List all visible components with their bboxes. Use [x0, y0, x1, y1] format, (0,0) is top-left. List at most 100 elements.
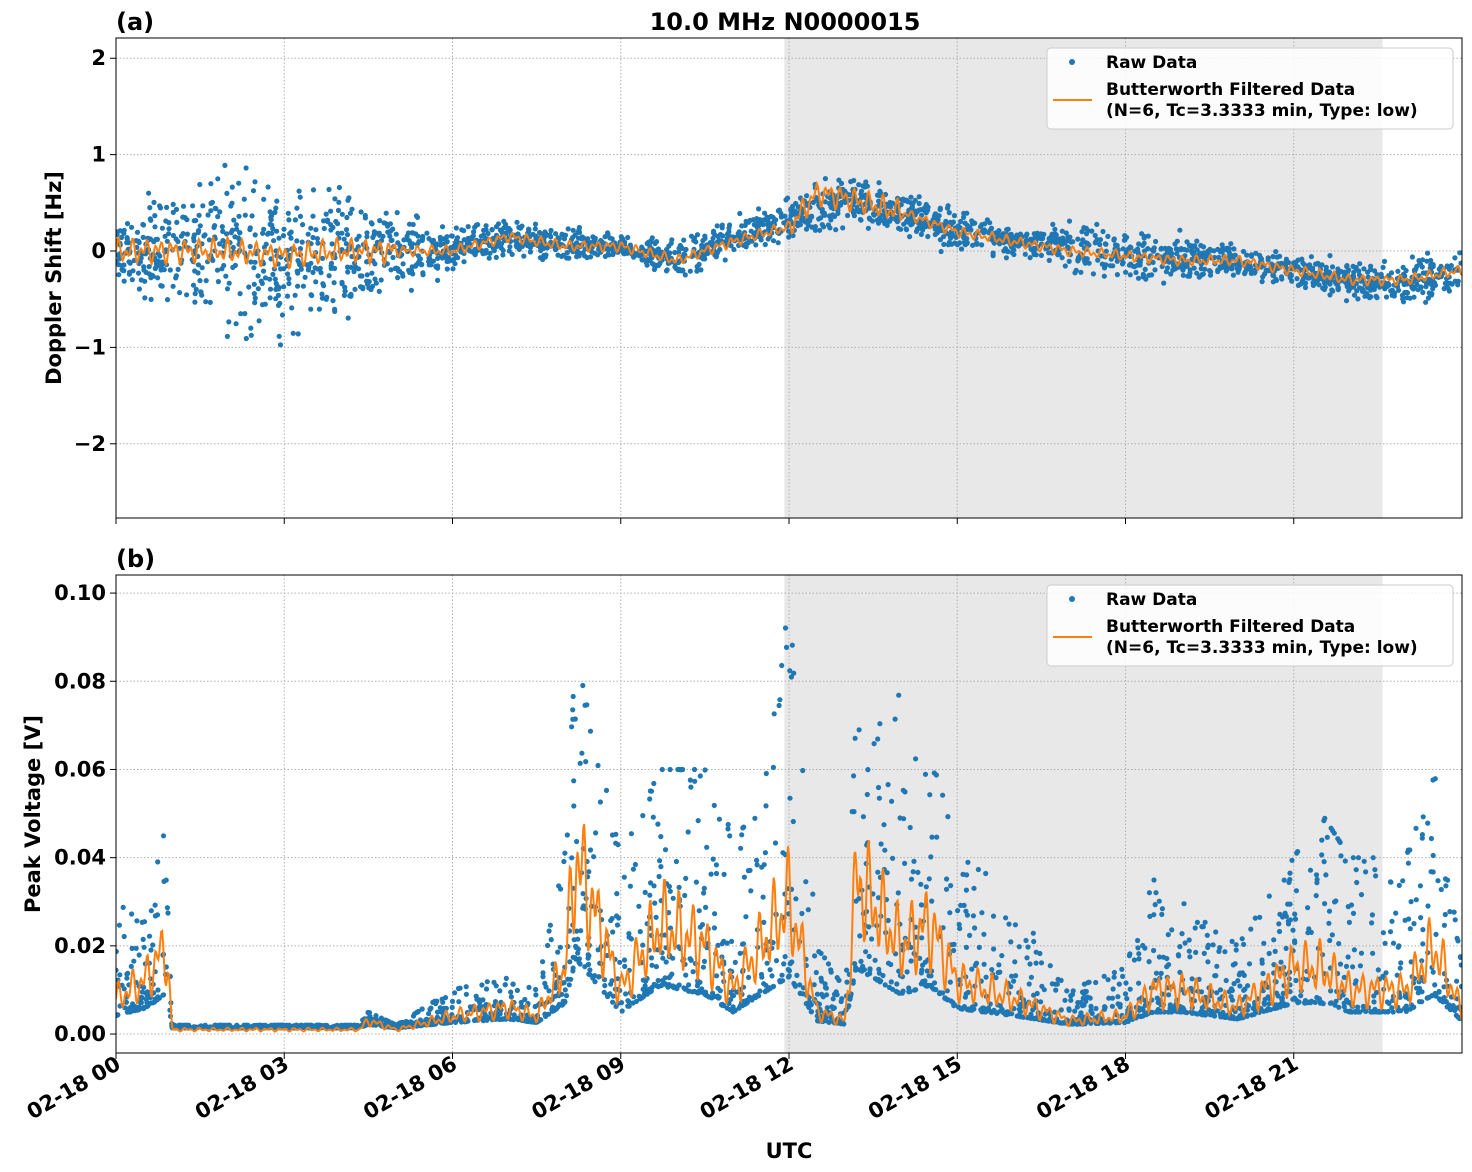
raw-data-point: [1159, 906, 1165, 912]
raw-data-point: [1047, 963, 1053, 969]
raw-data-point: [856, 727, 862, 733]
raw-data-point: [1350, 910, 1357, 917]
raw-data-point: [416, 259, 422, 265]
raw-data-point: [643, 258, 649, 264]
raw-data-point: [711, 925, 718, 931]
raw-data-point: [687, 777, 694, 783]
raw-data-point: [581, 235, 587, 241]
raw-data-point: [765, 219, 771, 225]
raw-data-point: [1343, 963, 1350, 970]
raw-data-point: [918, 902, 925, 908]
raw-data-point: [1186, 273, 1193, 279]
raw-data-point: [595, 762, 601, 769]
raw-data-point: [513, 243, 519, 249]
raw-data-point: [1097, 241, 1103, 248]
raw-data-point: [1187, 267, 1193, 273]
raw-data-point: [1187, 242, 1193, 248]
raw-data-point: [718, 1002, 725, 1008]
raw-data-point: [815, 1018, 821, 1024]
raw-data-point: [699, 245, 705, 251]
raw-data-point: [342, 288, 348, 294]
raw-data-point: [770, 238, 777, 244]
raw-data-point: [390, 226, 396, 232]
raw-data-point: [947, 910, 953, 916]
raw-data-point: [1380, 264, 1386, 270]
raw-data-point: [1219, 246, 1225, 252]
raw-data-point: [138, 255, 144, 261]
raw-data-point: [1268, 1007, 1274, 1013]
raw-data-point: [593, 830, 599, 836]
raw-data-point: [1207, 272, 1214, 278]
panel-b-label: (b): [116, 545, 155, 573]
raw-data-point: [270, 226, 276, 232]
raw-data-point: [1041, 987, 1047, 993]
raw-data-point: [285, 210, 291, 216]
y-axis-label-b: Peak Voltage [V]: [21, 715, 45, 913]
raw-data-point: [1248, 264, 1254, 271]
raw-data-point: [141, 264, 147, 270]
raw-data-point: [780, 978, 786, 984]
raw-data-point: [1151, 912, 1157, 918]
raw-data-point: [831, 1005, 837, 1011]
raw-data-point: [151, 199, 157, 205]
raw-data-point: [628, 831, 635, 837]
raw-data-point: [267, 276, 273, 282]
raw-data-point: [694, 268, 700, 274]
raw-data-point: [1062, 263, 1068, 269]
raw-data-point: [1006, 921, 1012, 927]
raw-data-point: [944, 205, 951, 211]
raw-data-point: [667, 250, 673, 256]
raw-data-point: [822, 199, 828, 205]
raw-data-point: [720, 233, 726, 239]
raw-data-point: [1079, 989, 1086, 995]
raw-data-point: [584, 255, 590, 261]
raw-data-point: [691, 766, 698, 773]
raw-data-point: [1341, 1000, 1347, 1006]
raw-data-point: [698, 267, 704, 273]
raw-data-point: [540, 959, 546, 965]
raw-data-point: [1420, 289, 1426, 296]
raw-data-point: [1300, 260, 1306, 266]
raw-data-point: [1260, 1008, 1267, 1014]
raw-data-point: [467, 235, 473, 241]
raw-data-point: [830, 996, 836, 1002]
raw-data-point: [497, 988, 503, 994]
raw-data-point: [277, 342, 284, 348]
raw-data-point: [1376, 1008, 1382, 1014]
raw-data-point: [1253, 250, 1259, 256]
raw-data-point: [910, 200, 916, 206]
raw-data-point: [435, 277, 441, 283]
raw-data-point: [1411, 1004, 1417, 1010]
raw-data-point: [1409, 254, 1415, 260]
raw-data-point: [1336, 941, 1342, 947]
raw-data-point: [1276, 921, 1282, 927]
raw-data-point: [857, 933, 863, 939]
raw-data-point: [920, 978, 926, 985]
raw-data-point: [316, 306, 322, 312]
raw-data-point: [1004, 227, 1010, 233]
raw-data-point: [1081, 981, 1087, 987]
raw-data-point: [354, 236, 360, 242]
raw-data-point: [1283, 259, 1289, 265]
raw-data-point: [902, 860, 908, 867]
raw-data-point: [247, 226, 253, 233]
raw-data-point: [1065, 245, 1071, 251]
raw-data-point: [362, 212, 368, 219]
raw-data-point: [1026, 981, 1032, 987]
raw-data-point: [759, 864, 765, 870]
raw-data-point: [267, 286, 274, 292]
raw-data-point: [1136, 241, 1142, 247]
raw-data-point: [797, 222, 804, 228]
y-tick-label: 0.00: [54, 1022, 106, 1046]
raw-data-point: [247, 243, 253, 250]
raw-data-point: [372, 276, 378, 282]
raw-data-point: [472, 252, 478, 258]
raw-data-point: [217, 241, 223, 247]
raw-data-point: [1292, 916, 1299, 922]
y-tick-label: 0.10: [54, 581, 106, 605]
raw-data-point: [943, 886, 950, 892]
raw-data-point: [1430, 263, 1436, 270]
raw-data-point: [983, 870, 989, 877]
raw-data-point: [1164, 955, 1170, 962]
raw-data-point: [1101, 973, 1107, 979]
